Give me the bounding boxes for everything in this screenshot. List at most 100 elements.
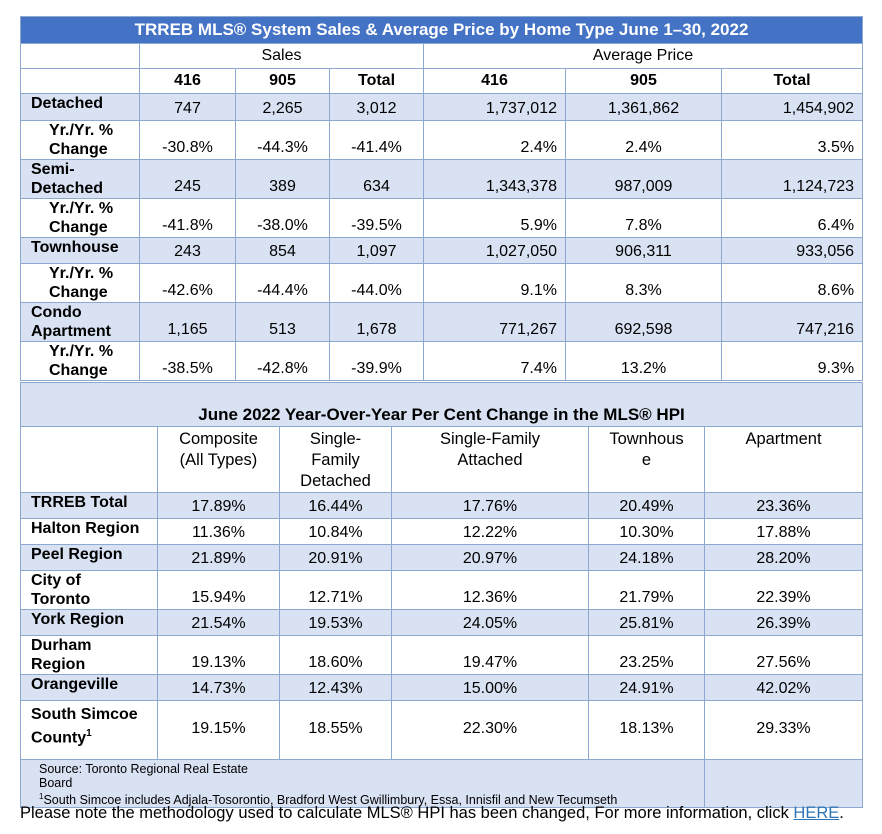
region-label: South Simcoe County1 xyxy=(20,700,158,760)
hpi-value-cell: 27.56% xyxy=(703,635,864,675)
region-label: Halton Region xyxy=(20,518,158,545)
row-label-line: Yr./Yr. % xyxy=(49,265,114,282)
region-label-line: Durham xyxy=(31,637,151,656)
footnote-marker: 1 xyxy=(86,728,92,739)
hpi-col-header-line: Attached xyxy=(457,451,523,469)
region-label-text: Durham xyxy=(31,637,92,654)
value-cell: 3.5% xyxy=(720,120,864,160)
source-line-2: Board xyxy=(39,776,73,790)
region-row: York Region 21.54% 19.53% 24.05% 25.81% 26.39… xyxy=(20,609,864,636)
region-label-line: Orangeville xyxy=(31,676,151,695)
blank-corner-3 xyxy=(20,426,158,493)
region-label-text: York Region xyxy=(31,611,125,628)
row-label-line: Apartment xyxy=(31,323,112,340)
value-cell: 1,165 xyxy=(139,302,236,342)
value-cell: 9.1% xyxy=(423,263,566,303)
col-header: 416 xyxy=(423,68,566,94)
value-cell: -42.6% xyxy=(139,263,236,303)
value-cell: 906,311 xyxy=(565,237,722,264)
row-label-line: Yr./Yr. % xyxy=(49,122,114,139)
value-cell: 243 xyxy=(139,237,236,264)
region-label: City of Toronto xyxy=(20,570,158,610)
hpi-col-header: Townhous e xyxy=(588,426,705,493)
value-cell: 8.6% xyxy=(720,263,864,303)
yoy-change-row: Yr./Yr. % Change -41.8% -38.0% -39.5% 5.9% 7.8… xyxy=(20,198,864,238)
source-note: Source: Toronto Regional Real Estate Boa… xyxy=(20,758,705,809)
region-label-text: Peel Region xyxy=(31,546,123,563)
region-label-line: Peel Region xyxy=(31,546,151,565)
value-cell: 692,598 xyxy=(565,302,722,342)
hpi-table-body: TRREB Total 17.89% 16.44% 17.76% 20.49% 23.36… xyxy=(20,492,864,760)
region-label-line: Toronto xyxy=(31,590,151,609)
hpi-col-header: Composite (All Types) xyxy=(157,426,280,493)
row-label-line: Change xyxy=(49,219,108,236)
row-label: Yr./Yr. % Change xyxy=(20,341,140,381)
hpi-value-cell: 16.44% xyxy=(279,492,392,519)
footnote-end: . xyxy=(839,804,844,822)
hpi-value-cell: 18.13% xyxy=(588,700,705,760)
hpi-value-cell: 22.39% xyxy=(703,570,864,610)
hpi-value-cell: 24.91% xyxy=(588,674,705,701)
hpi-value-cell: 29.33% xyxy=(703,700,864,760)
value-cell: 1,124,723 xyxy=(720,159,864,199)
value-cell: 1,678 xyxy=(329,302,424,342)
region-label-line: TRREB Total xyxy=(31,494,151,513)
region-label: Orangeville xyxy=(20,674,158,701)
row-label-line: Yr./Yr. % xyxy=(49,200,114,217)
sales-table-title: TRREB MLS® System Sales & Average Price … xyxy=(19,16,864,44)
source-line-1: Source: Toronto Regional Real Estate xyxy=(39,762,248,776)
value-cell: 9.3% xyxy=(720,341,864,381)
hpi-col-header: Single-Family Attached xyxy=(391,426,589,493)
value-cell: 2.4% xyxy=(423,120,566,160)
value-cell: 1,343,378 xyxy=(423,159,566,199)
value-cell: 771,267 xyxy=(423,302,566,342)
hpi-col-header-line: Apartment xyxy=(745,430,822,448)
region-label: Durham Region xyxy=(20,635,158,675)
hpi-col-header-line: Single- xyxy=(309,430,362,448)
value-cell: -42.8% xyxy=(235,341,330,381)
row-label-line: Townhouse xyxy=(31,239,119,256)
south-simcoe-note: 1South Simcoe includes Adjala-Tosorontio… xyxy=(39,790,698,807)
hpi-value-cell: 14.73% xyxy=(157,674,280,701)
col-header: 905 xyxy=(565,68,722,94)
value-cell: 6.4% xyxy=(720,198,864,238)
home-type-row: Townhouse 243 854 1,097 1,027,050 906,311 933,… xyxy=(20,237,864,264)
hpi-value-cell: 17.88% xyxy=(703,518,864,545)
hpi-value-cell: 26.39% xyxy=(703,609,864,636)
yoy-change-row: Yr./Yr. % Change -42.6% -44.4% -44.0% 9.1% 8.3… xyxy=(20,263,864,303)
blank-corner-2 xyxy=(20,68,140,94)
note-text: South Simcoe includes Adjala-Tosorontio,… xyxy=(43,793,618,808)
hpi-value-cell: 12.36% xyxy=(391,570,589,610)
value-cell: -41.4% xyxy=(329,120,424,160)
hpi-value-cell: 23.25% xyxy=(588,635,705,675)
hpi-value-cell: 17.76% xyxy=(391,492,589,519)
hpi-value-cell: 20.91% xyxy=(279,544,392,571)
sales-price-table: TRREB MLS® System Sales & Average Price … xyxy=(19,16,864,381)
value-cell: 1,737,012 xyxy=(423,93,566,121)
hpi-header-row: Composite (All Types) Single- Family Detache… xyxy=(20,426,864,493)
hpi-value-cell: 20.97% xyxy=(391,544,589,571)
here-link[interactable]: HERE xyxy=(793,804,840,822)
value-cell: 389 xyxy=(235,159,330,199)
row-label: Yr./Yr. % Change xyxy=(20,263,140,303)
value-cell: -44.4% xyxy=(235,263,330,303)
value-cell: 747,216 xyxy=(720,302,864,342)
row-label-line: Condo xyxy=(31,304,82,321)
region-label-text: South Simcoe xyxy=(31,706,138,723)
region-row: City of Toronto 15.94% 12.71% 12.36% 21.79% 22… xyxy=(20,570,864,610)
hpi-value-cell: 24.18% xyxy=(588,544,705,571)
region-label-text: Orangeville xyxy=(31,676,119,693)
value-cell: 1,454,902 xyxy=(720,93,864,121)
blank-corner xyxy=(20,43,140,69)
value-cell: -39.5% xyxy=(329,198,424,238)
hpi-col-header-line: Family xyxy=(311,451,360,469)
row-label: Detached xyxy=(20,93,140,121)
value-cell: 7.4% xyxy=(423,341,566,381)
hpi-value-cell: 25.81% xyxy=(588,609,705,636)
avg-price-group-header: Average Price xyxy=(422,43,864,69)
yoy-change-row: Yr./Yr. % Change -30.8% -44.3% -41.4% 2.4% 2.4… xyxy=(20,120,864,160)
hpi-value-cell: 28.20% xyxy=(703,544,864,571)
hpi-value-cell: 17.89% xyxy=(157,492,280,519)
footnote-text: Please note the methodology used to calc… xyxy=(20,804,794,822)
hpi-value-cell: 15.94% xyxy=(157,570,280,610)
